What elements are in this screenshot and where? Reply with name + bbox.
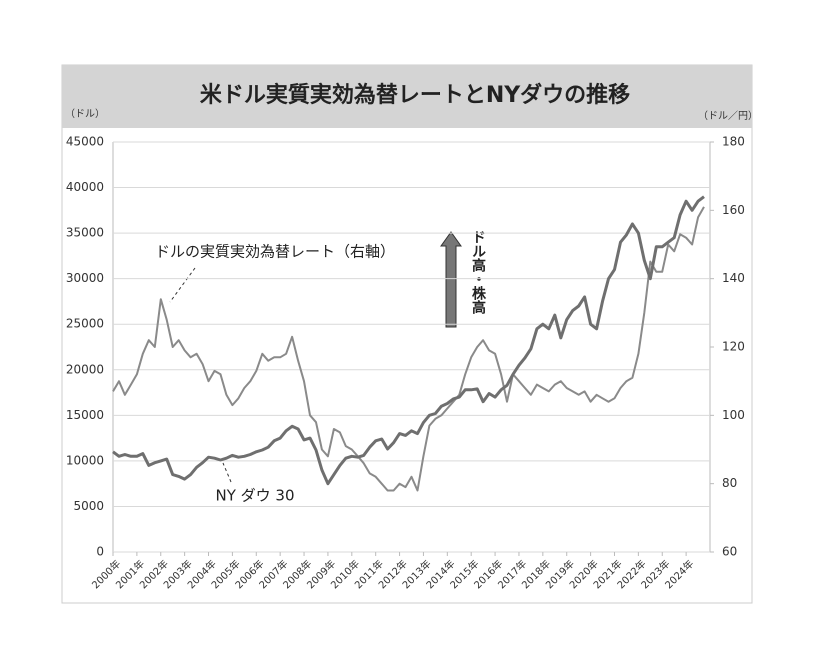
y-tick-label: 35000 — [66, 226, 104, 240]
y-tick-label: 25000 — [66, 317, 104, 331]
title-band — [62, 65, 752, 128]
up-arrow — [440, 231, 462, 328]
chart-frame — [61, 64, 753, 604]
y-tick-label: 15000 — [66, 408, 104, 422]
y-tick-label: 0 — [96, 545, 104, 559]
series-label: NY ダウ 30 — [215, 487, 294, 505]
y-tick-label: 20000 — [66, 362, 104, 376]
y2-tick-label: 160 — [722, 203, 745, 217]
y-tick-label: 30000 — [66, 271, 104, 285]
annotation-leader — [169, 267, 196, 303]
y2-tick-label: 100 — [722, 408, 745, 422]
y-tick-label: 40000 — [66, 180, 104, 194]
annotation: ドル高・株高 — [470, 230, 486, 315]
y2-axis-label: （ドル／円） — [698, 110, 758, 122]
chart-title: 米ドル実質実効為替レートとNYダウの推移 — [200, 82, 630, 108]
y-axis-label: （ドル） — [65, 108, 105, 120]
y-tick-label: 45000 — [66, 135, 104, 149]
y2-tick-label: 80 — [722, 476, 737, 490]
series-line — [112, 195, 705, 486]
y2-tick-label: 60 — [722, 545, 737, 559]
y2-tick-label: 180 — [722, 135, 745, 149]
series-line — [112, 206, 705, 492]
y2-tick-label: 120 — [722, 340, 745, 354]
series-label: ドルの実質実効為替レート（右軸） — [155, 243, 395, 261]
y2-tick-label: 140 — [722, 271, 745, 285]
y-tick-label: 10000 — [66, 453, 104, 467]
y-tick-label: 5000 — [73, 499, 104, 513]
